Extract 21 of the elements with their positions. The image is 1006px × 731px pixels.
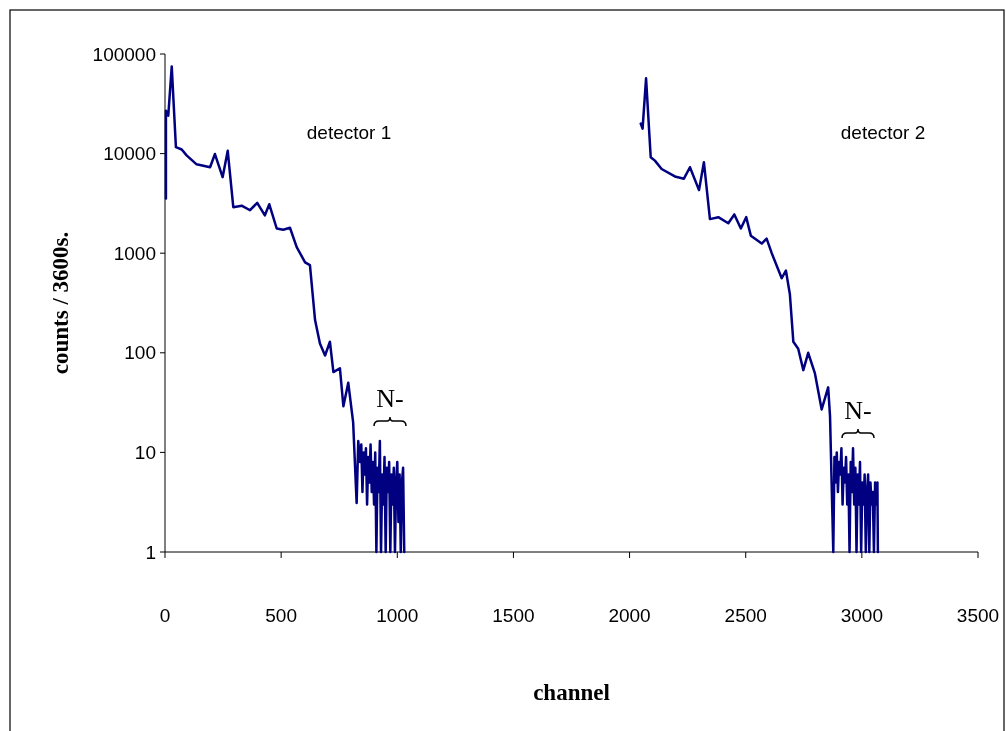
x-tick-label: 2000 [608, 605, 651, 626]
line-series [164, 65, 406, 554]
x-tick-label: 1000 [376, 605, 419, 626]
x-tick-label: 0 [159, 605, 171, 626]
annotation: detector 2 [840, 121, 926, 143]
y-axis-title: counts / 3600s. [48, 231, 73, 375]
x-axis-title: channel [533, 680, 610, 705]
annotation: N- [376, 384, 404, 414]
y-tick-label: 1000 [113, 242, 156, 264]
y-tick-label: 100 [124, 342, 156, 364]
x-tick-label: 2500 [724, 605, 767, 626]
annotation: detector 1 [306, 121, 392, 143]
x-tick-label: 3000 [840, 605, 883, 626]
y-tick-label: 10000 [103, 143, 156, 165]
x-tick-label: 500 [265, 605, 297, 626]
y-tick-label: 10 [134, 442, 156, 464]
y-tick-label: 1 [145, 541, 156, 563]
annotation: N- [844, 396, 872, 426]
x-tick-label: 3500 [956, 605, 1000, 626]
x-tick-label: 1500 [492, 605, 535, 626]
y-tick-label: 100000 [92, 43, 156, 65]
